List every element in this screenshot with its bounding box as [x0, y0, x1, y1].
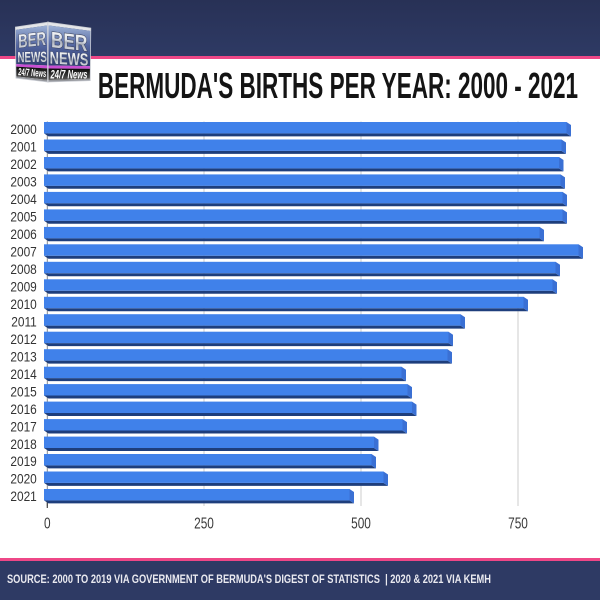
svg-text:2016: 2016 [10, 401, 36, 417]
svg-text:2020: 2020 [10, 471, 36, 487]
svg-text:2008: 2008 [10, 261, 36, 277]
svg-text:2005: 2005 [10, 209, 36, 225]
svg-text:2001: 2001 [10, 139, 36, 155]
svg-text:2010: 2010 [10, 296, 36, 312]
svg-text:0: 0 [44, 514, 51, 532]
svg-text:2019: 2019 [10, 453, 36, 469]
svg-text:750: 750 [508, 514, 528, 532]
svg-text:2013: 2013 [10, 348, 36, 364]
svg-text:2004: 2004 [10, 191, 36, 207]
svg-text:2009: 2009 [10, 279, 36, 295]
svg-text:BER: BER [18, 28, 46, 52]
svg-text:2018: 2018 [10, 436, 36, 452]
svg-text:NEWS: NEWS [17, 49, 47, 66]
svg-text:2007: 2007 [10, 244, 36, 260]
svg-text:2017: 2017 [10, 418, 36, 434]
svg-text:2002: 2002 [10, 156, 36, 172]
svg-text:2015: 2015 [10, 383, 36, 399]
svg-text:24/7 News: 24/7 News [18, 66, 46, 79]
svg-text:2021: 2021 [10, 488, 36, 504]
svg-text:2000: 2000 [10, 121, 36, 137]
svg-text:2003: 2003 [10, 174, 36, 190]
svg-text:500: 500 [351, 514, 371, 532]
svg-text:NEWS: NEWS [50, 48, 89, 70]
svg-text:2012: 2012 [10, 331, 36, 347]
svg-text:250: 250 [194, 514, 214, 532]
svg-text:2011: 2011 [11, 313, 37, 329]
svg-text:BER: BER [51, 27, 87, 56]
svg-text:2014: 2014 [10, 366, 36, 382]
svg-text:2006: 2006 [10, 226, 36, 242]
svg-text:24/7 News: 24/7 News [50, 68, 87, 81]
